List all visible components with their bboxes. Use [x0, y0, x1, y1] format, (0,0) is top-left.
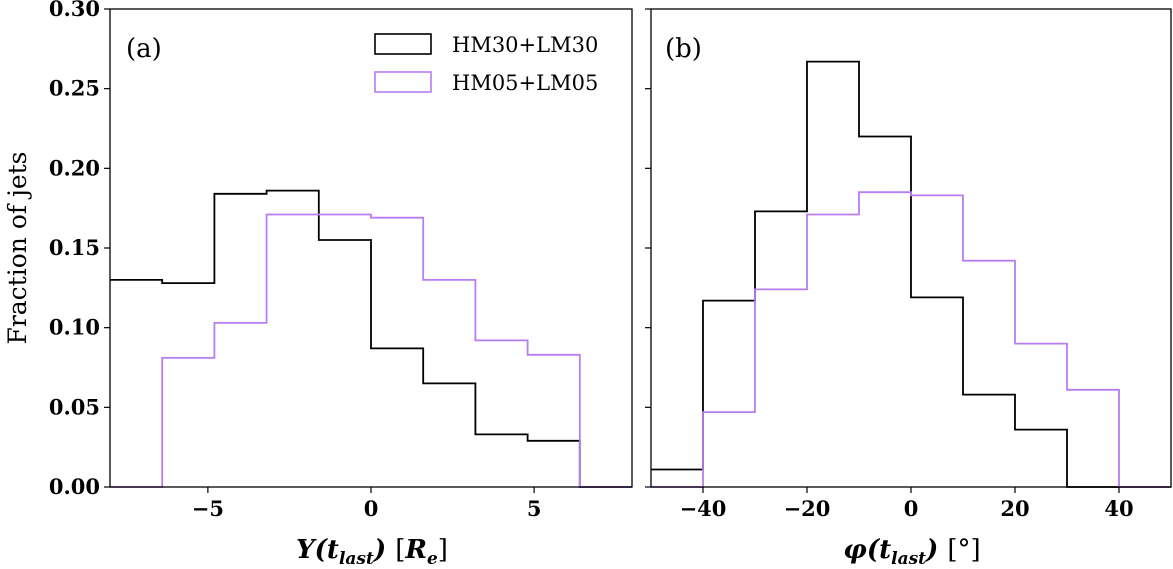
legend-label-hm05: HM05+LM05 [452, 71, 598, 95]
panel-a-x-ticks: −5 0 5 [192, 487, 542, 521]
panel-a-y-ticks: 0.00 0.05 0.10 0.15 0.20 0.25 0.30 [49, 0, 110, 499]
panel-b-y-ticks [645, 8, 651, 488]
panel-a-x-tick-label: −5 [192, 496, 224, 521]
y-tick-label: 0.20 [49, 155, 100, 180]
panel-b-x-tick-label: 0 [904, 496, 919, 521]
panel-b-series-1-line [651, 60, 1171, 488]
y-tick-label: 0.10 [49, 315, 100, 340]
panel-b-x-tick-label: 20 [1000, 496, 1029, 521]
panel-b-x-tick-label: 40 [1104, 496, 1133, 521]
panel-a-label: (a) [126, 34, 162, 64]
panel-a-series-1-line [110, 189, 632, 488]
panel-b-series-2-line [651, 191, 1171, 488]
panel-a-x-tick-label: 0 [364, 496, 379, 521]
panel-b-x-tick-label: −20 [784, 496, 831, 521]
panel-b-x-tick-label: −40 [680, 496, 727, 521]
y-tick-label: 0.05 [49, 394, 100, 419]
panel-a-x-tick-label: 5 [527, 496, 542, 521]
panel-b: −40 −20 0 20 40 (b) φ(tlast) [°] [645, 8, 1172, 569]
panel-b-x-axis-label: φ(tlast) [°] [843, 535, 980, 569]
panel-a-x-axis-label: Y(tlast) [Re] [296, 535, 448, 569]
panel-a-series [110, 189, 632, 488]
legend-label-hm30: HM30+LM30 [452, 33, 598, 57]
y-axis-label: Fraction of jets [3, 151, 32, 344]
y-tick-label: 0.25 [49, 76, 100, 101]
panel-a: 0.00 0.05 0.10 0.15 0.20 0.25 0.30 −5 0 5 (a) HM… [49, 0, 633, 569]
legend-swatch-hm05 [374, 71, 432, 93]
y-tick-label: 0.30 [49, 0, 100, 21]
panel-a-series-2-line [110, 213, 632, 488]
panel-b-x-ticks: −40 −20 0 20 40 [680, 487, 1134, 521]
panel-b-label: (b) [665, 34, 702, 64]
legend-swatch-hm30 [374, 33, 432, 55]
legend: HM30+LM30 HM05+LM05 [374, 33, 598, 95]
panel-b-series [651, 60, 1171, 488]
y-tick-label: 0.15 [49, 235, 100, 260]
y-tick-label: 0.00 [49, 474, 100, 499]
